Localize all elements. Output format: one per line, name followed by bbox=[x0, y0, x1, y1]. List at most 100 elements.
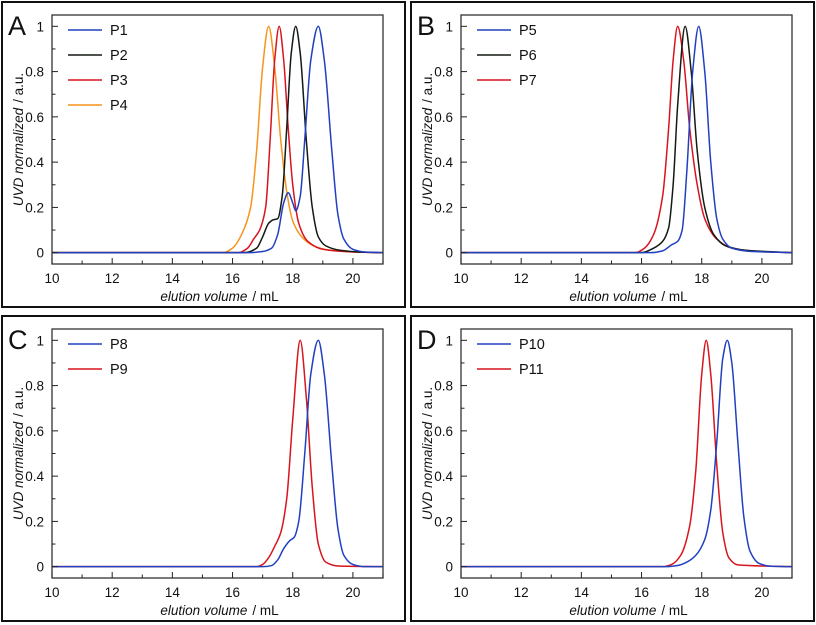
y-tick-label: 0 bbox=[36, 560, 44, 575]
y-tick-label: 0 bbox=[445, 560, 453, 575]
panel-border bbox=[410, 1, 815, 308]
x-tick-label: 20 bbox=[345, 585, 360, 600]
plot-area bbox=[461, 25, 792, 254]
y-tick-label: 0.4 bbox=[25, 469, 44, 484]
y-tick-label: 0.2 bbox=[25, 200, 44, 215]
panel-A: A 10 12 14 16 18 20 0 0.2 0.4 0.6 0.8 1 elution volum… bbox=[1, 1, 406, 308]
series-line-P3 bbox=[52, 25, 383, 254]
x-tick-label: 12 bbox=[105, 271, 120, 286]
legend-label: P6 bbox=[519, 48, 537, 64]
x-tick-label: 14 bbox=[574, 271, 590, 286]
x-tick-label: 16 bbox=[225, 271, 240, 286]
x-tick-label: 12 bbox=[105, 585, 120, 600]
series-line-P2 bbox=[52, 25, 383, 254]
x-tick-label: 18 bbox=[694, 271, 709, 286]
x-tick-label: 10 bbox=[44, 585, 59, 600]
y-tick-label: 0.4 bbox=[434, 469, 453, 484]
x-tick-label: 20 bbox=[345, 271, 360, 286]
y-tick-label: 0.8 bbox=[25, 379, 44, 394]
y-tick-label: 0.2 bbox=[434, 514, 453, 529]
x-tick-label: 10 bbox=[453, 271, 468, 286]
legend: P10 P11 bbox=[477, 337, 545, 378]
legend-label: P3 bbox=[110, 73, 128, 89]
y-tick-label: 0.6 bbox=[25, 110, 44, 125]
y-tick-label: 0.4 bbox=[434, 155, 453, 170]
legend-item-P4: P4 bbox=[68, 98, 128, 114]
legend-label: P9 bbox=[110, 362, 128, 378]
y-tick-label: 0 bbox=[445, 246, 453, 261]
legend-item-P11: P11 bbox=[477, 362, 544, 378]
panel-letter: B bbox=[417, 11, 435, 41]
x-tick-label: 14 bbox=[165, 585, 181, 600]
legend-item-P7: P7 bbox=[477, 73, 537, 89]
x-axis-label: elution volume / mL bbox=[160, 603, 279, 618]
x-axis-label: elution volume / mL bbox=[160, 289, 279, 304]
y-tick-label: 0.4 bbox=[25, 155, 44, 170]
legend-item-P10: P10 bbox=[477, 337, 545, 353]
x-tick-label: 10 bbox=[453, 585, 468, 600]
y-axis-label: UVD normalized/ a.u. bbox=[11, 73, 26, 206]
panel-B: B 10 12 14 16 18 20 0 0.2 0.4 0.6 0.8 1 elution volum… bbox=[410, 1, 815, 308]
y-tick-label: 0.8 bbox=[434, 379, 453, 394]
y-tick-label: 0 bbox=[36, 246, 44, 261]
series-line-P10 bbox=[461, 339, 792, 568]
panel-letter: A bbox=[8, 11, 26, 41]
x-tick-label: 16 bbox=[225, 585, 240, 600]
y-axis-label: UVD normalized/ a.u. bbox=[420, 387, 435, 520]
y-tick-label: 0.6 bbox=[434, 110, 453, 125]
series-line-P11 bbox=[461, 339, 792, 568]
legend-item-P9: P9 bbox=[68, 362, 128, 378]
x-axis-label: elution volume / mL bbox=[569, 603, 688, 618]
y-tick-label: 0.8 bbox=[434, 65, 453, 80]
x-tick-label: 10 bbox=[44, 271, 59, 286]
legend-label: P11 bbox=[519, 362, 544, 378]
y-tick-label: 1 bbox=[36, 19, 44, 34]
series-line-P9 bbox=[52, 339, 383, 568]
legend-label: P2 bbox=[110, 48, 128, 64]
plot-area bbox=[461, 339, 792, 568]
panel-C: C 10 12 14 16 18 20 0 0.2 0.4 0.6 0.8 1 elution volum… bbox=[1, 315, 406, 622]
legend-label: P7 bbox=[519, 73, 537, 89]
panel-letter: C bbox=[8, 325, 28, 355]
legend-item-P3: P3 bbox=[68, 73, 128, 89]
series-line-P1 bbox=[52, 25, 383, 254]
x-tick-label: 12 bbox=[514, 271, 529, 286]
y-axis-label: UVD normalized/ a.u. bbox=[420, 73, 435, 206]
panel-border bbox=[410, 315, 815, 622]
y-tick-label: 0.2 bbox=[434, 200, 453, 215]
x-tick-label: 20 bbox=[754, 585, 769, 600]
x-tick-label: 14 bbox=[574, 585, 590, 600]
legend-item-P2: P2 bbox=[68, 48, 128, 64]
y-axis-label: UVD normalized/ a.u. bbox=[11, 387, 26, 520]
legend-item-P6: P6 bbox=[477, 48, 537, 64]
legend: P8 P9 bbox=[68, 337, 128, 378]
x-tick-label: 18 bbox=[694, 585, 709, 600]
x-tick-label: 20 bbox=[754, 271, 769, 286]
x-tick-label: 12 bbox=[514, 585, 529, 600]
x-tick-label: 16 bbox=[634, 585, 649, 600]
legend-label: P1 bbox=[110, 23, 128, 39]
series-line-P5 bbox=[461, 25, 792, 254]
panel-letter: D bbox=[417, 325, 437, 355]
y-tick-label: 1 bbox=[445, 333, 453, 348]
legend: P5 P6 P7 bbox=[477, 23, 537, 89]
x-tick-label: 16 bbox=[634, 271, 649, 286]
y-tick-label: 0.6 bbox=[434, 424, 453, 439]
x-tick-label: 18 bbox=[285, 271, 300, 286]
y-tick-label: 0.2 bbox=[25, 514, 44, 529]
x-tick-label: 14 bbox=[165, 271, 181, 286]
legend-item-P8: P8 bbox=[68, 337, 128, 353]
legend-label: P4 bbox=[110, 98, 128, 114]
legend-label: P10 bbox=[519, 337, 545, 353]
y-tick-label: 0.6 bbox=[25, 424, 44, 439]
legend-label: P5 bbox=[519, 23, 537, 39]
legend-item-P1: P1 bbox=[68, 23, 128, 39]
legend-label: P8 bbox=[110, 337, 128, 353]
x-axis-label: elution volume / mL bbox=[569, 289, 688, 304]
panel-border bbox=[1, 1, 406, 308]
x-tick-label: 18 bbox=[285, 585, 300, 600]
y-tick-label: 1 bbox=[445, 19, 453, 34]
y-tick-label: 1 bbox=[36, 333, 44, 348]
series-line-P8 bbox=[52, 339, 383, 568]
